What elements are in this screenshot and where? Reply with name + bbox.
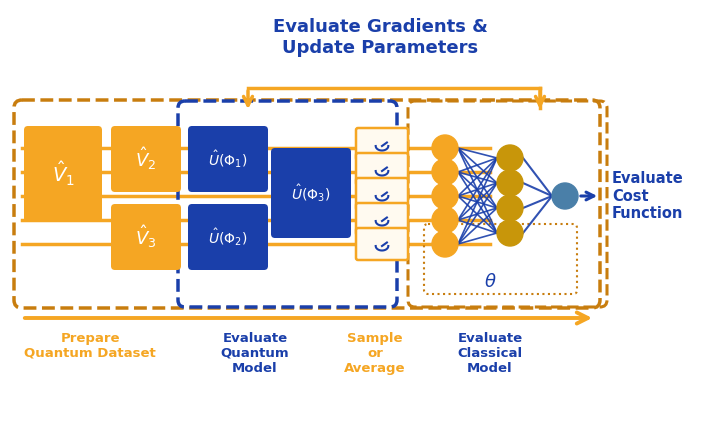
FancyBboxPatch shape [356, 128, 408, 160]
FancyBboxPatch shape [188, 126, 268, 192]
Text: Prepare
Quantum Dataset: Prepare Quantum Dataset [24, 332, 156, 360]
Text: Sample
or
Average: Sample or Average [344, 332, 406, 375]
FancyBboxPatch shape [356, 203, 408, 235]
Text: $\hat{V}_3$: $\hat{V}_3$ [135, 223, 157, 250]
Text: $\hat{U}(\Phi_1)$: $\hat{U}(\Phi_1)$ [208, 148, 248, 170]
FancyBboxPatch shape [111, 126, 181, 192]
Circle shape [432, 183, 458, 209]
FancyBboxPatch shape [356, 178, 408, 210]
FancyBboxPatch shape [111, 204, 181, 270]
FancyBboxPatch shape [188, 204, 268, 270]
Text: $\theta$: $\theta$ [484, 273, 496, 291]
Circle shape [432, 135, 458, 161]
Circle shape [552, 183, 578, 209]
Text: $\hat{V}_2$: $\hat{V}_2$ [135, 146, 157, 172]
Text: Evaluate
Cost
Function: Evaluate Cost Function [612, 171, 684, 221]
Text: $\hat{U}(\Phi_3)$: $\hat{U}(\Phi_3)$ [292, 182, 330, 204]
Circle shape [497, 170, 523, 196]
Circle shape [432, 207, 458, 233]
Circle shape [497, 145, 523, 171]
FancyBboxPatch shape [271, 148, 351, 238]
Circle shape [432, 231, 458, 257]
FancyBboxPatch shape [24, 126, 102, 222]
Text: Evaluate
Classical
Model: Evaluate Classical Model [457, 332, 523, 375]
Text: $\hat{U}(\Phi_2)$: $\hat{U}(\Phi_2)$ [208, 226, 248, 248]
FancyBboxPatch shape [356, 153, 408, 185]
Text: $\hat{V}_1$: $\hat{V}_1$ [52, 160, 74, 188]
Circle shape [432, 159, 458, 185]
Text: Evaluate Gradients &
Update Parameters: Evaluate Gradients & Update Parameters [273, 18, 487, 57]
Circle shape [497, 220, 523, 246]
Circle shape [497, 195, 523, 221]
Text: Evaluate
Quantum
Model: Evaluate Quantum Model [221, 332, 289, 375]
FancyBboxPatch shape [356, 228, 408, 260]
